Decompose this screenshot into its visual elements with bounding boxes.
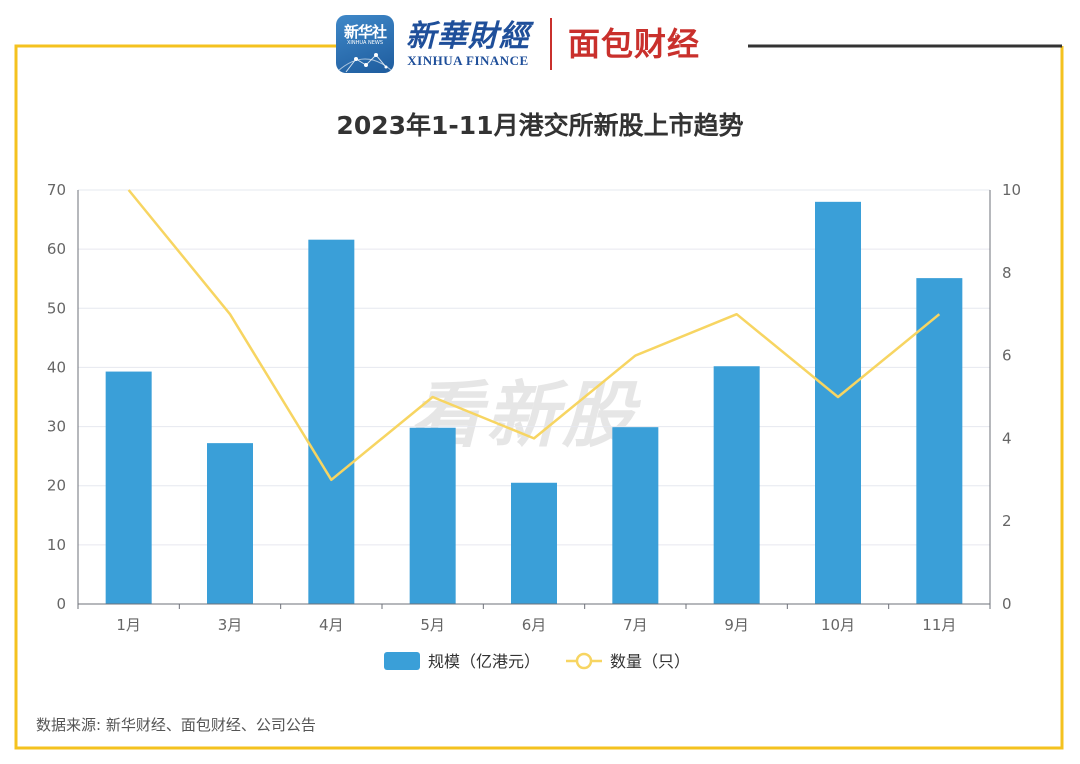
- registered-mark: ®: [672, 33, 683, 43]
- y-right-tick-label: 0: [1002, 595, 1012, 613]
- y-right-tick-label: 2: [1002, 512, 1012, 530]
- y-left-tick-label: 30: [47, 418, 66, 436]
- x-tick-label: 6月: [522, 616, 547, 634]
- count-point[interactable]: [632, 353, 638, 359]
- xinhua-badge-text: 新华社: [343, 23, 387, 41]
- x-tick-label: 7月: [623, 616, 648, 634]
- x-tick-label: 5月: [420, 616, 445, 634]
- xinhua-badge-sub: XINHUA NEWS: [346, 40, 384, 46]
- xinhua-finance-en: XINHUA FINANCE: [407, 53, 529, 68]
- y-right-tick-label: 8: [1002, 264, 1012, 282]
- x-tick-label: 4月: [319, 616, 344, 634]
- y-right-tick-label: 10: [1002, 181, 1021, 199]
- bar[interactable]: [916, 278, 963, 604]
- count-point[interactable]: [328, 477, 334, 483]
- y-left-tick-label: 0: [56, 595, 66, 613]
- xinhua-finance-logo: 新華財經 XINHUA FINANCE: [406, 20, 530, 68]
- y-left-tick-label: 50: [47, 299, 66, 317]
- count-point[interactable]: [734, 311, 740, 317]
- axes: 0 10 20 30 40 50 60 70 0 2 4 6 8 10 1月 3月 4月 5月 6月 7月 9月 10月 1…: [47, 181, 1021, 634]
- count-point[interactable]: [126, 187, 132, 193]
- x-tick-label: 1月: [116, 616, 141, 634]
- y-left-tick-label: 40: [47, 358, 66, 376]
- xinhua-finance-cn: 新華財經: [406, 19, 530, 54]
- globe-network-icon: [337, 53, 393, 73]
- mianbao-brand-text: 面包财经: [568, 25, 701, 63]
- legend-bar-label[interactable]: 规模（亿港元）: [428, 652, 540, 671]
- chart-title: 2023年1-11月港交所新股上市趋势: [336, 111, 744, 140]
- legend-line-marker[interactable]: [575, 652, 593, 670]
- bar[interactable]: [105, 371, 152, 604]
- count-point[interactable]: [430, 394, 436, 400]
- line-series: [126, 187, 942, 483]
- count-point[interactable]: [936, 311, 942, 317]
- source-note: 数据来源: 新华财经、面包财经、公司公告: [36, 716, 316, 734]
- mianbao-finance-logo: 面包财经 ®: [568, 24, 700, 64]
- y-left-tick-label: 60: [47, 240, 66, 258]
- bar[interactable]: [207, 443, 253, 604]
- bar[interactable]: [815, 201, 861, 605]
- bar[interactable]: [511, 482, 557, 604]
- y-right-tick-label: 6: [1002, 347, 1012, 365]
- count-point[interactable]: [227, 311, 233, 317]
- bar[interactable]: [409, 427, 456, 604]
- count-point[interactable]: [835, 394, 841, 400]
- legend-bar-swatch[interactable]: [384, 652, 420, 670]
- y-left-tick-label: 70: [47, 181, 66, 199]
- y-left-tick-label: 10: [47, 536, 66, 554]
- bar[interactable]: [612, 427, 659, 604]
- bar-series: [105, 201, 963, 605]
- x-tick-label: 10月: [821, 616, 855, 634]
- x-tick-label: 11月: [922, 616, 956, 634]
- y-left-tick-label: 20: [47, 477, 66, 495]
- legend-line-label[interactable]: 数量（只）: [610, 652, 690, 671]
- x-tick-label: 3月: [218, 616, 243, 634]
- bar[interactable]: [713, 366, 760, 604]
- legend[interactable]: 规模（亿港元） 数量（只）: [384, 652, 690, 671]
- xinhua-news-logo: 新华社 XINHUA NEWS: [336, 15, 394, 73]
- y-right-tick-label: 4: [1002, 429, 1012, 447]
- bar[interactable]: [308, 239, 355, 604]
- x-tick-label: 9月: [724, 616, 749, 634]
- count-point[interactable]: [531, 435, 537, 441]
- header-logos: 新华社 XINHUA NEWS 新華財經 XINHUA FINANCE 面包财经…: [336, 8, 746, 80]
- logo-divider: [550, 18, 552, 70]
- count-line[interactable]: [127, 189, 941, 482]
